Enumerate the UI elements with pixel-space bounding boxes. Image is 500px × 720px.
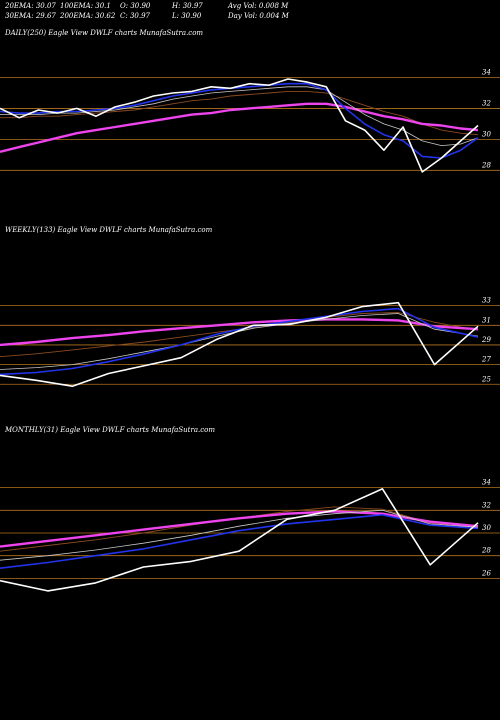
y-tick-label: 28 xyxy=(481,161,491,169)
series-line-ema200 xyxy=(0,318,479,347)
series-line-ema_thin_b xyxy=(0,90,479,136)
series-line-ema20 xyxy=(0,307,479,376)
header-close: C: 30.97 xyxy=(120,12,150,20)
y-tick-label: 34 xyxy=(482,68,491,76)
chart-title: WEEKLY(133) Eagle View DWLF charts Munaf… xyxy=(5,226,213,234)
chart-title: DAILY(250) Eagle View DWLF charts Munafa… xyxy=(4,29,203,37)
y-tick-label: 32 xyxy=(482,99,491,107)
series-line-ema20 xyxy=(0,82,479,159)
header-avg-vol: Avg Vol: 0.008 M xyxy=(228,2,289,10)
y-tick-label: 26 xyxy=(481,569,491,577)
y-tick-label: 30 xyxy=(482,524,491,532)
y-tick-label: 25 xyxy=(481,375,491,383)
series-line-ema200 xyxy=(0,510,479,548)
series-line-price xyxy=(0,78,479,173)
chart-panel-2: WEEKLY(133) Eagle View DWLF charts Munaf… xyxy=(0,226,500,388)
header-ema20: 20EMA: 30.07 xyxy=(5,2,56,10)
chart-panel-3: MONTHLY(31) Eagle View DWLF charts Munaf… xyxy=(0,426,500,592)
header-high: H: 30.97 xyxy=(172,2,203,10)
header-open: O: 30.90 xyxy=(120,2,151,10)
series-line-ema20 xyxy=(0,513,479,569)
y-tick-label: 34 xyxy=(482,479,491,487)
series-line-ema_thin_a xyxy=(0,86,479,147)
header-ema30: 30EMA: 29.67 xyxy=(5,12,56,20)
y-tick-label: 27 xyxy=(481,356,491,364)
header-ema100: 100EMA: 30.1 xyxy=(60,2,111,10)
header-low: L: 30.90 xyxy=(172,12,202,20)
y-tick-label: 33 xyxy=(482,297,491,305)
y-tick-label: 29 xyxy=(481,336,491,344)
y-tick-label: 30 xyxy=(482,130,491,138)
header-ema200: 200EMA: 30.62 xyxy=(60,12,116,20)
chart-title: MONTHLY(31) Eagle View DWLF charts Munaf… xyxy=(4,426,215,434)
y-tick-label: 32 xyxy=(482,501,491,509)
series-line-ema_thin_b xyxy=(0,506,479,552)
series-line-price xyxy=(0,301,479,388)
y-tick-label: 28 xyxy=(481,547,491,555)
chart-panel-1: DAILY(250) Eagle View DWLF charts Munafa… xyxy=(0,29,500,173)
header-day-vol: Day Vol: 0.004 M xyxy=(228,12,289,20)
series-line-ema200 xyxy=(0,102,479,153)
y-tick-label: 31 xyxy=(482,316,491,324)
series-line-price xyxy=(0,487,479,592)
series-line-ema_thin_b xyxy=(0,312,479,358)
